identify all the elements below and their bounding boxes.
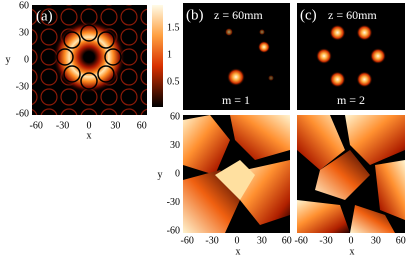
intensity-map-a [32,5,147,115]
ring [120,88,138,106]
ring [80,72,98,90]
spot [370,48,386,64]
x-tick-label: -60 [181,235,194,246]
ring [120,28,138,46]
ring [120,108,138,115]
panel-label: (c) [300,7,317,23]
ring [140,28,147,46]
spot [356,24,373,41]
spot [329,24,346,41]
ring [56,48,74,66]
x-tick-label: -30 [205,235,218,246]
ring [40,8,58,26]
ring [63,65,81,83]
spot [316,48,332,64]
colorbar-tick-label: 0.5 [167,76,180,87]
colorbar-tick-label: 1.5 [167,22,180,33]
panel-annotation: m = 1 [222,93,250,107]
ring [63,31,81,49]
ring [80,108,98,115]
ring [120,8,138,26]
x-tick-label: 0 [349,235,354,246]
y-tick-label: 60 [170,111,180,122]
ring [60,8,78,26]
y-axis-label: y [6,54,11,65]
ring [60,108,78,115]
ring [140,88,147,106]
ring [140,68,147,86]
y-tick-label: 0 [175,168,180,179]
x-tick-label: 30 [257,235,267,246]
ring [125,5,133,6]
intensity-map-b [183,3,290,110]
x-tick-label: -30 [319,235,332,246]
panel-title: z = 60mm [214,8,263,22]
x-tick-label: 0 [235,235,240,246]
ring [40,68,58,86]
spot [356,71,373,88]
y-tick-label: 60 [19,0,29,11]
x-tick-label: 30 [371,235,381,246]
ring [80,24,98,42]
x-tick-label: 60 [396,235,406,246]
colorbar-tick-label: 1 [167,49,172,60]
y-tick-label: -30 [16,81,29,92]
ring [40,28,58,46]
panel-title: z = 60mm [328,8,377,22]
intensity-map-c [297,3,405,110]
ring [32,88,38,106]
phase-map-b [183,115,290,233]
x-tick-label: 30 [110,120,120,131]
y-tick-label: 30 [170,140,180,151]
ring [97,31,115,49]
spot [329,71,346,88]
ring [32,68,38,86]
y-tick-label: -60 [167,225,180,236]
x-tick-label: 0 [87,120,92,131]
panel-annotation: m = 2 [337,93,365,107]
y-tick-label: -60 [16,108,29,119]
x-tick-label: 60 [137,120,147,131]
ring [105,5,113,6]
y-tick-label: 30 [19,27,29,38]
ring [104,48,122,66]
ring [145,5,147,6]
ring [100,8,118,26]
ring [140,8,147,26]
x-axis-label: x [87,130,92,141]
x-tick-label: 60 [282,235,292,246]
panel-label: (a) [36,8,53,24]
x-tick-label: -60 [295,235,308,246]
ring [100,88,118,106]
colorbar [152,5,163,107]
y-axis-label: y [158,169,163,180]
ring [65,5,73,6]
ring [32,48,38,66]
ring [97,65,115,83]
ring [32,8,38,26]
ring [40,108,58,115]
panel-label: (b) [186,7,204,23]
ring [85,5,93,6]
x-tick-label: -30 [56,120,69,131]
y-tick-label: -30 [167,197,180,208]
y-tick-label: 0 [24,54,29,65]
ring [140,48,147,66]
ring [120,68,138,86]
ring [100,108,118,115]
x-tick-label: -60 [30,120,43,131]
ring [40,88,58,106]
phase-map-c [297,115,405,233]
ring [32,28,38,46]
x-axis-label: x [236,246,241,257]
x-axis-label: x [350,246,355,257]
ring [60,88,78,106]
ring [45,5,53,6]
